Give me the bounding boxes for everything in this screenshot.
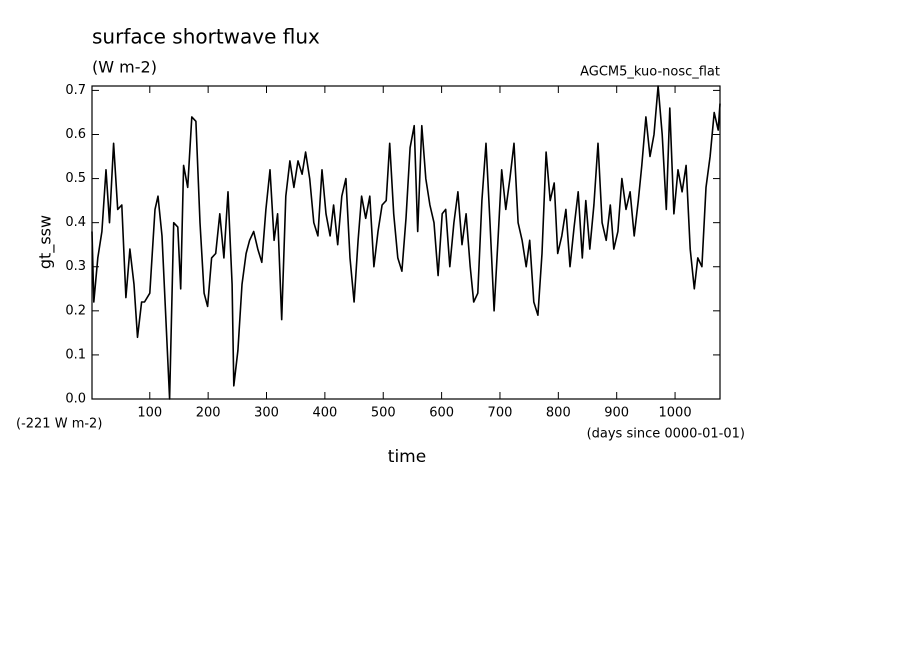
y-tick-label: 0.2: [65, 303, 86, 318]
x-tick-label: 100: [137, 406, 162, 421]
x-tick-label: 1000: [659, 406, 692, 421]
y-tick-label: 0.7: [65, 83, 86, 98]
y-tick-label: 0.5: [65, 171, 86, 186]
x-tick-label: 600: [429, 406, 454, 421]
y-tick-label: 0.3: [65, 259, 86, 274]
data-line: [91, 85, 721, 400]
x-tick-label: 800: [546, 406, 571, 421]
x-axis-label: time: [388, 447, 426, 467]
x-unit-note: (days since 0000-01-01): [587, 427, 745, 442]
x-tick-label: 700: [488, 406, 513, 421]
x-tick-label: 900: [604, 406, 629, 421]
x-tick-label: 300: [254, 406, 279, 421]
y-axis-label: gt_ssw: [36, 215, 56, 269]
x-tick-label: 200: [196, 406, 221, 421]
y-tick-label: 0.0: [65, 392, 86, 407]
chart-title: surface shortwave flux: [92, 25, 320, 49]
y-tick-label: 0.6: [65, 127, 86, 142]
y-tick-label: 0.4: [65, 215, 86, 230]
annotation: AGCM5_kuo-nosc_flat: [580, 65, 720, 80]
y-tick-label: 0.1: [65, 347, 86, 362]
chart-subtitle: (W m-2): [92, 58, 157, 77]
offset-note: (-221 W m-2): [16, 417, 102, 432]
x-tick-label: 500: [371, 406, 396, 421]
x-tick-label: 400: [312, 406, 337, 421]
